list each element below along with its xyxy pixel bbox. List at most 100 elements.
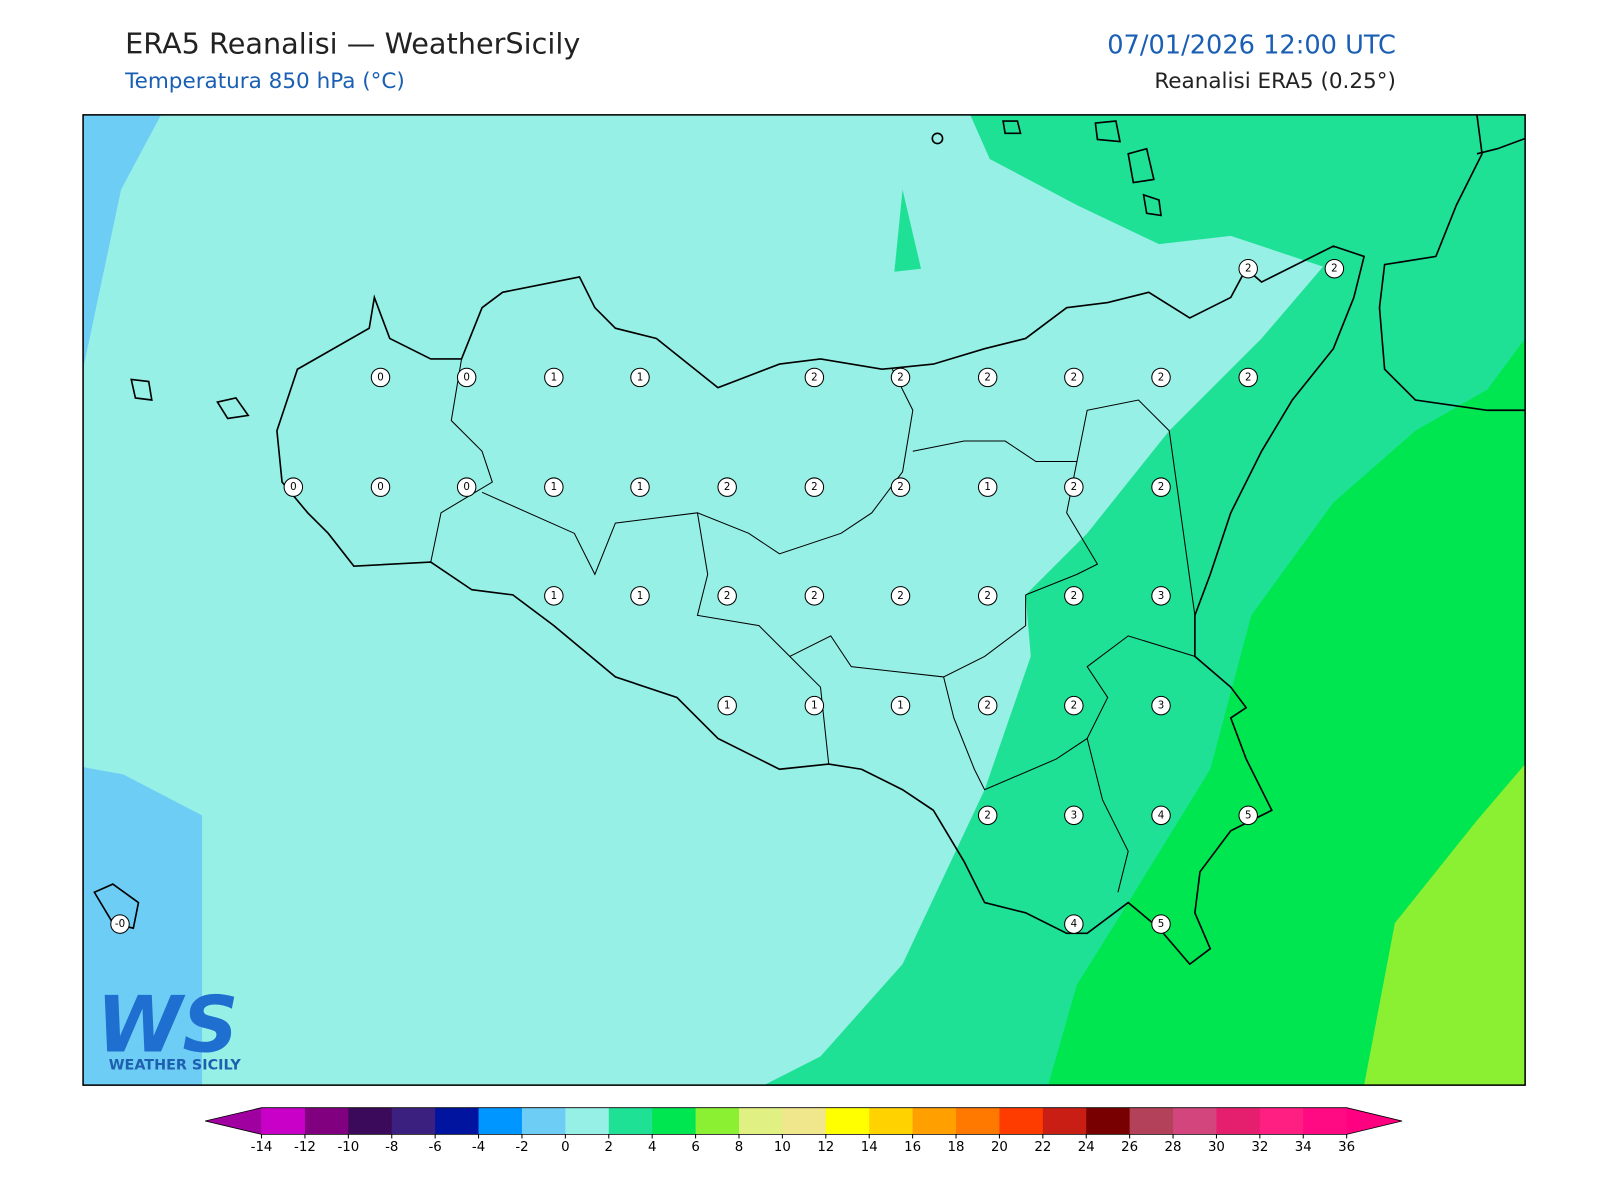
colorbar-segment [652,1107,697,1135]
station-value: 2 [1071,481,1078,493]
colorbar-segment [608,1107,653,1135]
colorbar-tick-label: 12 [817,1140,834,1155]
station-value: 2 [724,481,731,493]
station-value: 4 [1071,918,1078,930]
colorbar-tick-label: 22 [1034,1140,1051,1155]
colorbar-tick-label: -14 [251,1140,273,1155]
station-value: 0 [463,371,470,383]
colorbar-segment [738,1107,783,1135]
station-value: 0 [377,481,384,493]
station-value: 0 [377,371,384,383]
colorbar-segment [261,1107,306,1135]
station-marker [977,586,998,606]
field-2-4 [894,189,922,272]
station-marker [1238,258,1258,279]
station-value: 5 [1158,918,1165,930]
station-value: 2 [1158,371,1165,383]
station-value: 1 [897,700,904,712]
station-value: 1 [724,700,731,712]
station-marker [630,367,650,388]
station-marker [977,477,998,497]
colorbar-segment [1303,1107,1348,1135]
station-value: 2 [1245,263,1252,275]
station-marker [110,914,130,934]
station-value: 0 [290,481,297,493]
station-value: 2 [1071,371,1078,383]
station-marker [1151,586,1171,606]
colorbar-segment [825,1107,870,1135]
province-borders [430,358,1196,893]
station-value: 2 [811,590,818,602]
colorbar-tick-label: 16 [904,1140,921,1155]
station-marker [1151,477,1171,497]
colorbar-segment [912,1107,957,1135]
colorbar-extend-high [1346,1107,1403,1135]
colorbar-segment [1042,1107,1087,1135]
colorbar-extend-low [205,1107,262,1135]
field-cold [83,114,162,370]
colorbar-segment [478,1107,523,1135]
station-marker [544,367,564,388]
station-value: 1 [637,371,644,383]
colorbar-segment [999,1107,1044,1135]
station-value: 2 [811,481,818,493]
colorbar-segment [565,1107,610,1135]
station-marker [1151,914,1171,934]
station-value: 2 [897,590,904,602]
station-marker [370,477,391,497]
stations: 2 2 0 0 1 1 2 2 2 2 2 2 0 0 0 1 1 2 2 2 1 2 2 1 1 2 2 2 2 2 3 1 1 1 2 2 3 2 3 4… [110,258,1345,934]
colorbar-tick-label: 0 [561,1140,569,1155]
colorbar-tick-label: 32 [1251,1140,1268,1155]
station-value: 1 [637,481,644,493]
station-marker [1151,695,1171,716]
station-marker [977,805,998,826]
colorbar-tick-label: 36 [1338,1140,1355,1155]
field-4-6 [1048,338,1526,1086]
station-marker [1238,805,1258,826]
station-value: 3 [1071,809,1078,821]
station-marker [977,367,998,388]
station-value: 2 [984,590,991,602]
station-marker [890,695,911,716]
colorbar-tick-label: 8 [735,1140,743,1155]
colorbar-tick-label: 24 [1078,1140,1095,1155]
map-frame [82,114,1526,1086]
station-marker [370,367,391,388]
station-value: 5 [1245,809,1252,821]
colorbar-segment [521,1107,566,1135]
colorbar: -14 -12 -10 -8 -6 -4 -2 0 2 4 6 8 10 12 14 16 18 20 22 24 26… [205,1107,1403,1155]
colorbar-segment [1086,1107,1131,1135]
station-marker [1151,805,1171,826]
station-value: 2 [1331,263,1338,275]
logo: WS WEATHER SICILY [96,980,241,1073]
field [83,114,1526,1086]
station-marker [1064,367,1084,388]
station-marker [630,586,650,606]
station-marker [717,586,737,606]
colorbar-tick-label: 6 [691,1140,699,1155]
station-value: 2 [1071,700,1078,712]
colorbar-segment [1129,1107,1174,1135]
station-value: 2 [724,590,731,602]
colorbar-segment [869,1107,914,1135]
station-marker [544,586,564,606]
colorbar-tick-label: -4 [472,1140,485,1155]
station-marker [1064,586,1084,606]
field-cold [83,767,203,1086]
datetime: 07/01/2026 12:00 UTC [1107,30,1396,60]
colorbar-segment [1259,1107,1304,1135]
station-marker [890,477,911,497]
colorbar-tick-label: 10 [774,1140,791,1155]
station-marker [1064,805,1084,826]
colorbar-tick-label: 26 [1121,1140,1138,1155]
station-value: 2 [984,809,991,821]
station-marker [456,477,477,497]
colorbar-tick-label: 14 [861,1140,878,1155]
station-value: 2 [1245,371,1252,383]
colorbar-tick-label: -6 [429,1140,442,1155]
station-value: 1 [551,590,558,602]
field-6-8 [1364,764,1526,1086]
station-value: 1 [811,700,818,712]
